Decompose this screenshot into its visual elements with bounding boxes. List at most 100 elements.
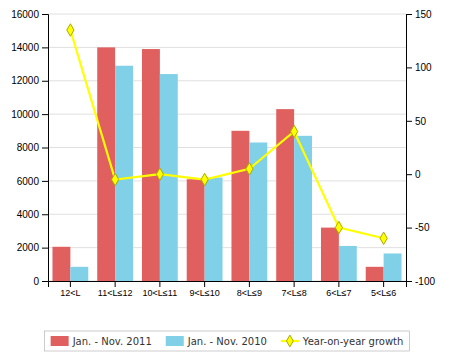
- y-tick-mark: [42, 181, 48, 182]
- x-tick: 5<L≤6: [371, 281, 396, 298]
- marker: [201, 173, 208, 185]
- bar: [384, 253, 402, 281]
- y-tick: 14000: [11, 42, 48, 53]
- bar: [187, 179, 205, 281]
- y-tick-mark: [42, 81, 48, 82]
- y-tick: 0: [33, 276, 48, 287]
- x-tick: 8<L≤9: [237, 281, 262, 298]
- marker: [380, 232, 387, 244]
- y-tick-mark: [42, 47, 48, 48]
- bar: [366, 267, 384, 281]
- x-tick: 11<L≤12: [98, 281, 133, 298]
- y-tick-mark: [42, 214, 48, 215]
- x-tick-mark: [70, 281, 71, 287]
- x-tick: 9<L≤10: [190, 281, 220, 298]
- legend-marker: [286, 335, 293, 347]
- grid: [48, 14, 406, 281]
- bar-series: [52, 47, 383, 281]
- y2-tick-label: -50: [415, 222, 430, 233]
- x-tick: 10<L≤11: [143, 281, 178, 298]
- legend-frame: [45, 331, 410, 351]
- y-tick: 8000: [17, 142, 48, 153]
- y-tick-label: 6000: [17, 176, 40, 187]
- legend-item: Jan. - Nov. 2010: [166, 336, 267, 347]
- marker: [112, 173, 119, 185]
- plot-area: 12<L 11<L≤12 10<L≤11 9<L≤10 8<L≤9 7<L≤8 6<L≤7 5…: [11, 9, 435, 299]
- bar: [70, 267, 88, 281]
- y-tick-mark: [42, 281, 48, 282]
- y-tick: 6000: [17, 176, 48, 187]
- marker: [335, 221, 342, 233]
- y2-tick: -100: [406, 276, 435, 287]
- y-tick-label: 4000: [17, 209, 40, 220]
- x-tick: 7<L≤8: [282, 281, 307, 298]
- y2-tick: 50: [406, 116, 427, 127]
- x-tick-label: 12<L: [60, 288, 80, 298]
- y2-tick-mark: [406, 228, 412, 229]
- y-tick-mark: [42, 148, 48, 149]
- marker: [246, 163, 253, 175]
- x-tick-label: 5<L≤6: [371, 288, 396, 298]
- y-tick-label: 10000: [11, 109, 39, 120]
- x-tick-label: 11<L≤12: [98, 288, 133, 298]
- x-tick-mark: [383, 281, 384, 287]
- legend-label: Jan. - Nov. 2010: [187, 336, 267, 347]
- line: [70, 30, 383, 238]
- y-tick-mark: [42, 114, 48, 115]
- y-tick-label: 8000: [17, 142, 40, 153]
- y2-tick-mark: [406, 281, 412, 282]
- marker: [156, 168, 163, 180]
- y-tick-label: 14000: [11, 42, 39, 53]
- y2-tick: 0: [406, 169, 421, 180]
- bar: [160, 74, 178, 281]
- y2-axis-line: [407, 15, 413, 282]
- x-tick: 12<L: [60, 281, 80, 298]
- y2-tick-mark: [406, 174, 412, 175]
- line-series: [67, 24, 387, 245]
- y2-tick: 100: [406, 62, 432, 73]
- y2-tick-label: 0: [415, 169, 421, 180]
- y-tick-mark: [42, 14, 48, 15]
- x-tick-label: 6<L≤7: [326, 288, 351, 298]
- bar: [52, 247, 70, 281]
- x-tick-mark: [338, 281, 339, 287]
- y2-tick-label: 100: [415, 62, 432, 73]
- chart-svg: 12<L 11<L≤12 10<L≤11 9<L≤10 8<L≤9 7<L≤8 6<L≤7 5…: [0, 0, 450, 355]
- grid-line: [48, 14, 406, 15]
- y2-tick-mark: [406, 121, 412, 122]
- y-tick: 4000: [17, 209, 48, 220]
- legend-item: Year-on-year growth: [281, 335, 404, 347]
- y-axis: 0200040006000800010000120001400016000: [11, 9, 48, 287]
- y-tick-label: 16000: [11, 9, 39, 20]
- bar: [294, 136, 312, 281]
- x-tick: 6<L≤7: [326, 281, 351, 298]
- x-tick-label: 9<L≤10: [190, 288, 220, 298]
- legend-label: Year-on-year growth: [302, 336, 404, 347]
- bar-series: [70, 66, 401, 281]
- y-tick-label: 12000: [11, 75, 39, 86]
- x-tick-mark: [115, 281, 116, 287]
- y-tick: 12000: [11, 75, 48, 86]
- y-axis-line: [42, 15, 49, 282]
- legend-swatch: [166, 336, 184, 346]
- x-axis: 12<L 11<L≤12 10<L≤11 9<L≤10 8<L≤9 7<L≤8 6<L≤7 5…: [49, 281, 407, 298]
- x-tick-mark: [294, 281, 295, 287]
- y2-tick-mark: [406, 67, 412, 68]
- marker: [67, 24, 74, 36]
- legend-label: Jan. - Nov. 2011: [72, 336, 152, 347]
- marks: [52, 24, 401, 281]
- bar: [321, 228, 339, 281]
- y2-axis: -100 -50 0 50 100 150: [406, 9, 435, 287]
- x-tick-mark: [249, 281, 250, 287]
- bar: [231, 131, 249, 281]
- y-tick-label: 0: [33, 276, 39, 287]
- y2-tick: -50: [406, 222, 430, 233]
- marker: [291, 125, 298, 137]
- bar: [97, 47, 115, 281]
- x-axis-line: [49, 282, 407, 288]
- x-tick-label: 8<L≤9: [237, 288, 262, 298]
- x-tick-mark: [204, 281, 205, 287]
- legend-swatch: [51, 336, 69, 346]
- y2-tick-label: 150: [415, 9, 432, 20]
- legend: Jan. - Nov. 2011 Jan. - Nov. 2010 Year-on-…: [45, 331, 410, 351]
